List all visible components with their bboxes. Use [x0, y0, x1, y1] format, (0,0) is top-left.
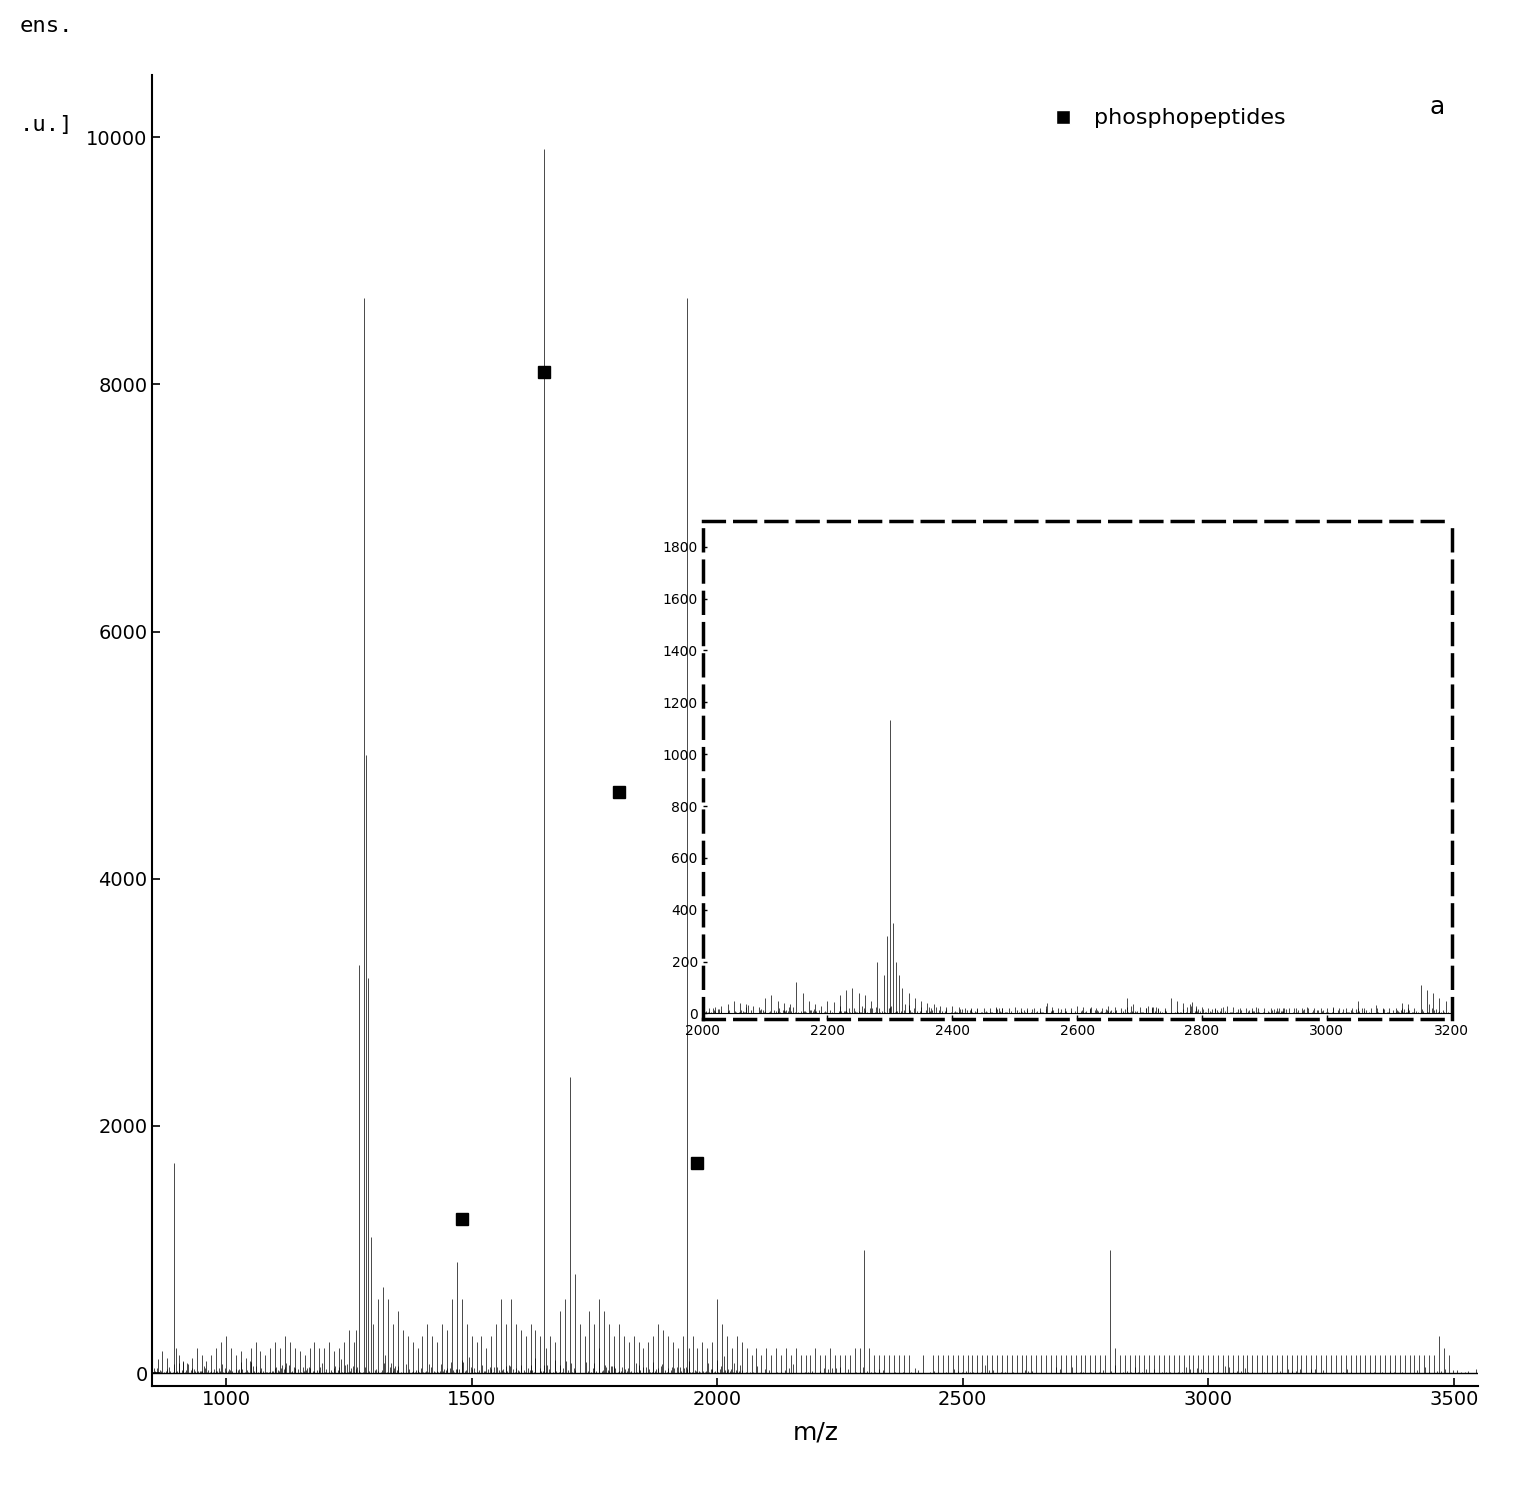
X-axis label: m/z: m/z	[792, 1420, 838, 1444]
Text: ens.: ens.	[20, 17, 73, 36]
Text: .u.]: .u.]	[20, 114, 73, 134]
Text: a: a	[1430, 95, 1445, 119]
Legend: phosphopeptides: phosphopeptides	[1032, 99, 1295, 137]
